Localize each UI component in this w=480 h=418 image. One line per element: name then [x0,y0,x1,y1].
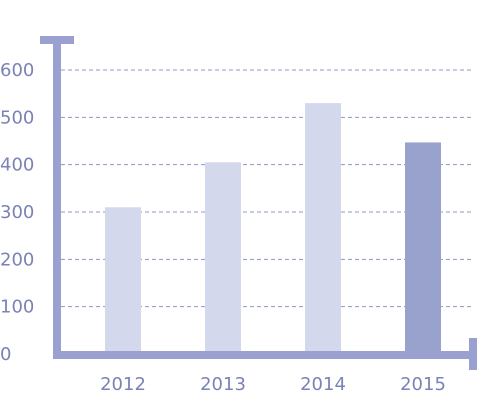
x-axis-cap [469,338,477,370]
y-tick-label: 0 [0,344,11,365]
x-tick-label: 2015 [400,374,446,395]
bar-2015 [405,142,441,354]
axes [40,36,477,370]
x-axis-line [53,351,477,359]
y-tick-label: 100 [0,297,34,318]
x-axis-ticks: 2012 2013 2014 2015 [100,374,446,395]
bar-2014 [305,103,341,354]
bar-2013 [205,162,241,354]
y-axis-cap [40,36,74,44]
x-tick-label: 2014 [300,374,346,395]
y-tick-label: 500 [0,107,34,128]
x-tick-label: 2012 [100,374,146,395]
y-axis-line [53,36,61,359]
y-tick-label: 300 [0,202,34,223]
bar-2012 [105,207,141,354]
gridlines [61,69,472,308]
bars [105,103,441,354]
y-tick-label: 600 [0,60,34,81]
y-axis-ticks: 0 100 200 300 400 500 600 [0,60,34,365]
y-tick-label: 200 [0,249,34,270]
y-tick-label: 400 [0,155,34,176]
x-tick-label: 2013 [200,374,246,395]
